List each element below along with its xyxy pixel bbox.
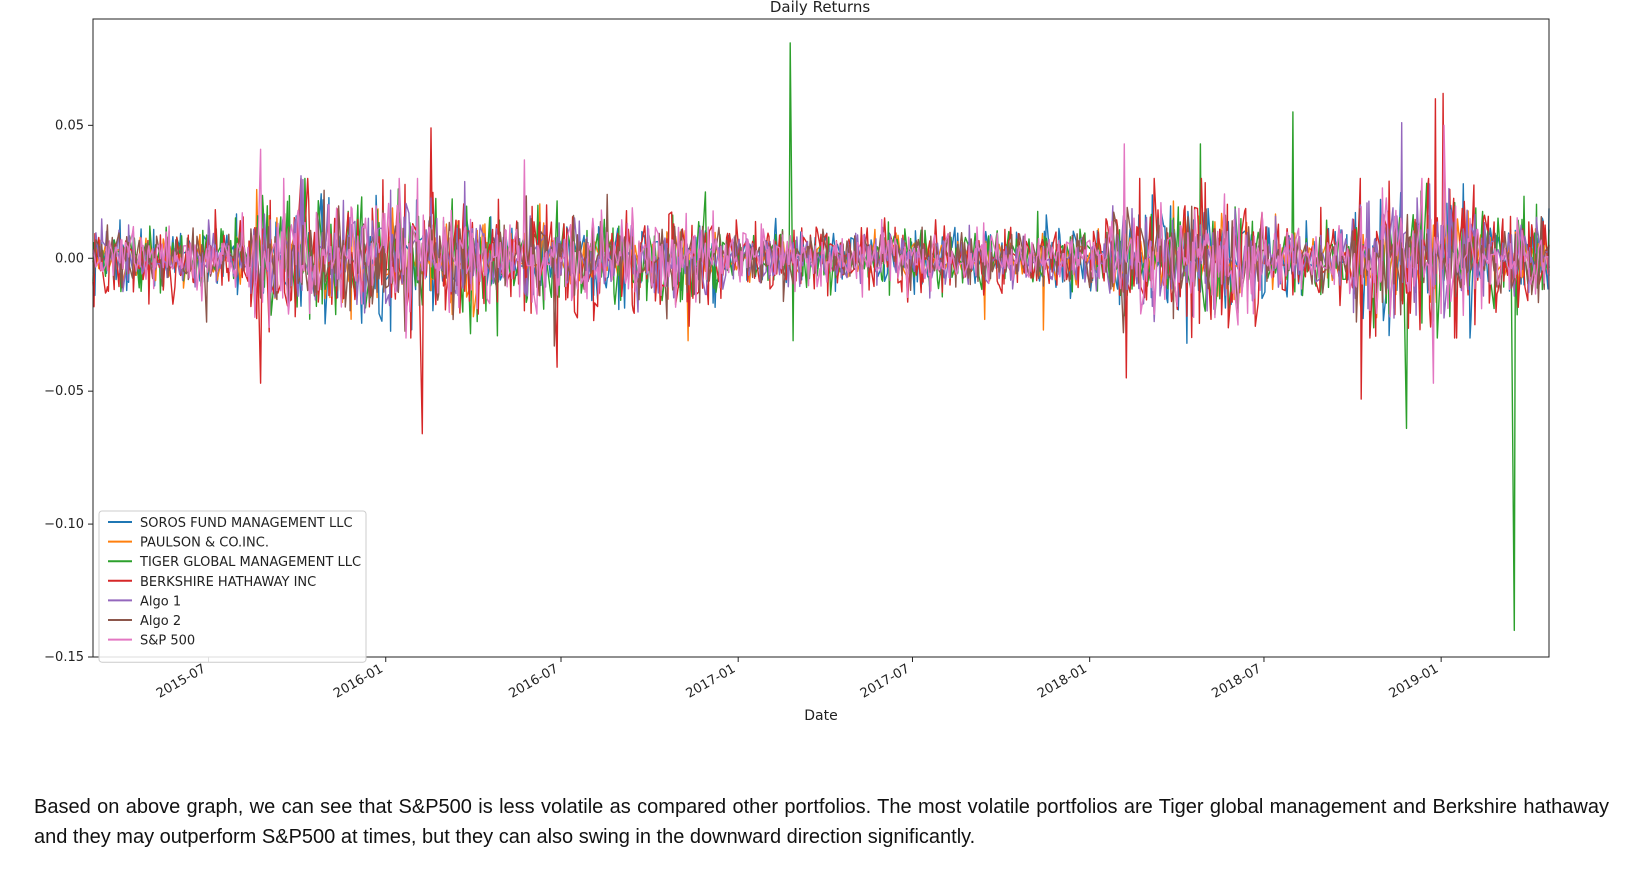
chart-title: Daily Returns xyxy=(770,0,870,16)
x-tick-label: 2018-07 xyxy=(1209,661,1264,701)
x-tick-label: 2019-01 xyxy=(1387,661,1442,701)
series-layer xyxy=(92,42,1550,632)
y-tick-label: −0.05 xyxy=(44,384,84,399)
x-tick-label: 2018-01 xyxy=(1035,661,1090,701)
y-axis: 0.05 0.00 −0.05 −0.10 −0.15 xyxy=(44,118,93,665)
chart-container: Daily Returns 0.05 0.00 −0.05 −0.10 −0.15 20… xyxy=(44,0,1550,724)
y-tick-label: −0.15 xyxy=(44,650,84,665)
analysis-caption: Based on above graph, we can see that S&… xyxy=(34,796,1609,848)
y-tick-label: 0.00 xyxy=(55,251,84,266)
legend-label: PAULSON & CO.INC. xyxy=(140,536,269,551)
x-tick-label: 2016-01 xyxy=(331,661,386,701)
daily-returns-chart: Daily Returns 0.05 0.00 −0.05 −0.10 −0.15 20… xyxy=(44,0,1550,724)
series-line-6 xyxy=(92,124,1550,384)
legend-label: SOROS FUND MANAGEMENT LLC xyxy=(140,516,353,531)
legend-label: S&P 500 xyxy=(140,634,195,649)
plot-frame xyxy=(92,18,1550,658)
x-axis: 2015-07 2016-01 2016-07 2017-01 2017-07 2018-… xyxy=(154,657,1442,702)
y-tick-label: 0.05 xyxy=(55,118,84,133)
x-tick-label: 2016-07 xyxy=(506,661,561,701)
x-tick-label: 2017-07 xyxy=(858,661,913,701)
legend: SOROS FUND MANAGEMENT LLC PAULSON & CO.IN… xyxy=(98,510,367,663)
legend-box xyxy=(98,510,367,663)
legend-label: Algo 1 xyxy=(140,594,181,609)
legend-label: TIGER GLOBAL MANAGEMENT LLC xyxy=(139,555,361,570)
legend-label: BERKSHIRE HATHAWAY INC xyxy=(140,575,316,590)
y-tick-label: −0.10 xyxy=(44,517,84,532)
legend-label: Algo 2 xyxy=(140,614,181,629)
x-tick-label: 2015-07 xyxy=(154,661,209,701)
x-axis-title: Date xyxy=(804,708,837,724)
x-tick-label: 2017-01 xyxy=(684,661,739,701)
